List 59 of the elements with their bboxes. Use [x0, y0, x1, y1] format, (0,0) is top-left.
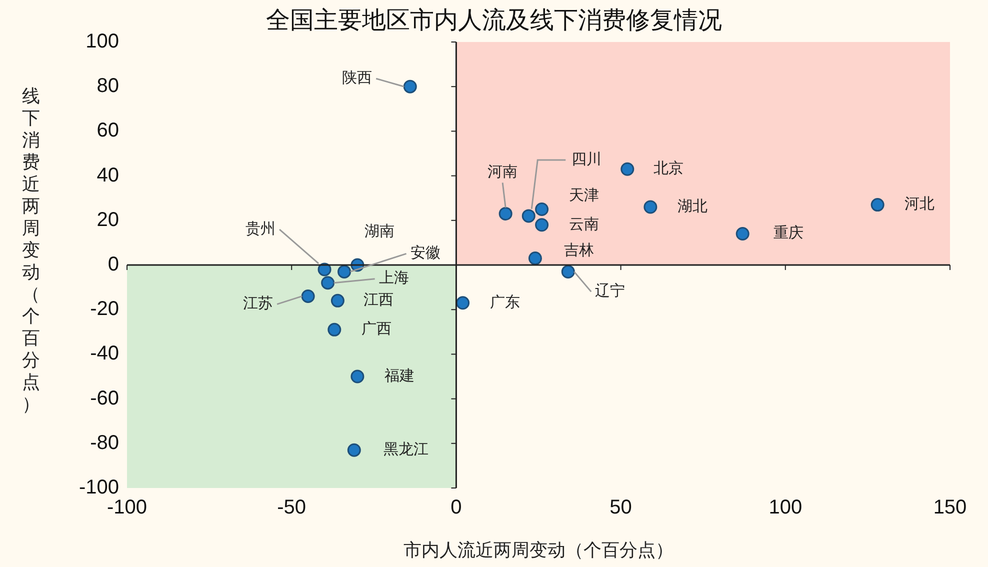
point	[350, 370, 364, 384]
annotation: 吉林	[564, 241, 594, 260]
point	[403, 80, 417, 94]
annotation: 湖南	[364, 222, 394, 240]
point	[535, 218, 549, 232]
point	[736, 227, 750, 241]
y-tick-label: 60	[96, 120, 119, 142]
point	[528, 252, 542, 266]
point	[328, 322, 342, 336]
text: 线下消费近两周变动（个百分点）	[22, 86, 40, 415]
y-tick-label: 40	[96, 164, 119, 186]
y-tick-label: -80	[90, 432, 119, 454]
point	[522, 209, 536, 223]
point	[456, 296, 470, 310]
annotation: 广西	[361, 320, 392, 338]
point	[301, 289, 315, 303]
y-tick-label: 0	[108, 254, 119, 276]
annotation: 贵州	[246, 219, 276, 238]
annotation: 云南	[568, 214, 599, 233]
x-tick-label: 50	[610, 496, 632, 519]
annotation: 江苏	[243, 294, 274, 312]
y-tick-label: -20	[90, 298, 119, 320]
y-tick-label: 100	[86, 30, 119, 53]
point	[535, 202, 549, 216]
annotation: 安徽	[410, 244, 440, 262]
y-tick-label: 20	[96, 208, 119, 231]
point	[347, 443, 361, 457]
y-tick-label: 80	[96, 75, 119, 98]
point	[338, 264, 352, 278]
annotation: 北京	[653, 159, 684, 177]
chart-title: 全国主要地区市内人流及线下消费修复情况	[266, 6, 722, 34]
x-tick-label: 0	[450, 496, 462, 519]
annotation: 重庆	[774, 224, 804, 242]
x-tick-label: 100	[768, 496, 802, 519]
point	[644, 200, 658, 214]
annotation: 河北	[904, 194, 935, 213]
annotation: 辽宁	[595, 282, 626, 300]
x-tick-label: 150	[933, 496, 967, 519]
point	[620, 162, 634, 176]
x-axis-title: 市内人流近两周变动（个百分点）	[402, 539, 674, 562]
annotation: 河南	[488, 162, 518, 181]
x-tick-label: -50	[277, 496, 306, 519]
y-tick-label: -60	[90, 387, 119, 410]
annotation: 天津	[568, 186, 599, 204]
annotation: 黑龙江	[384, 440, 429, 458]
point	[321, 276, 335, 290]
annotation: 陕西	[342, 68, 372, 86]
annotation: 四川	[572, 150, 602, 168]
point	[498, 206, 512, 220]
annotation: 湖北	[677, 196, 708, 215]
y-tick-label: -100	[78, 476, 119, 499]
annotation: 广东	[490, 292, 520, 311]
point	[561, 264, 575, 278]
annotation: 上海	[378, 268, 409, 287]
y-tick-label: -40	[90, 342, 119, 365]
point	[330, 294, 344, 308]
point	[870, 198, 884, 212]
annotation: 福建	[384, 366, 414, 384]
annotation: 江西	[364, 290, 394, 309]
